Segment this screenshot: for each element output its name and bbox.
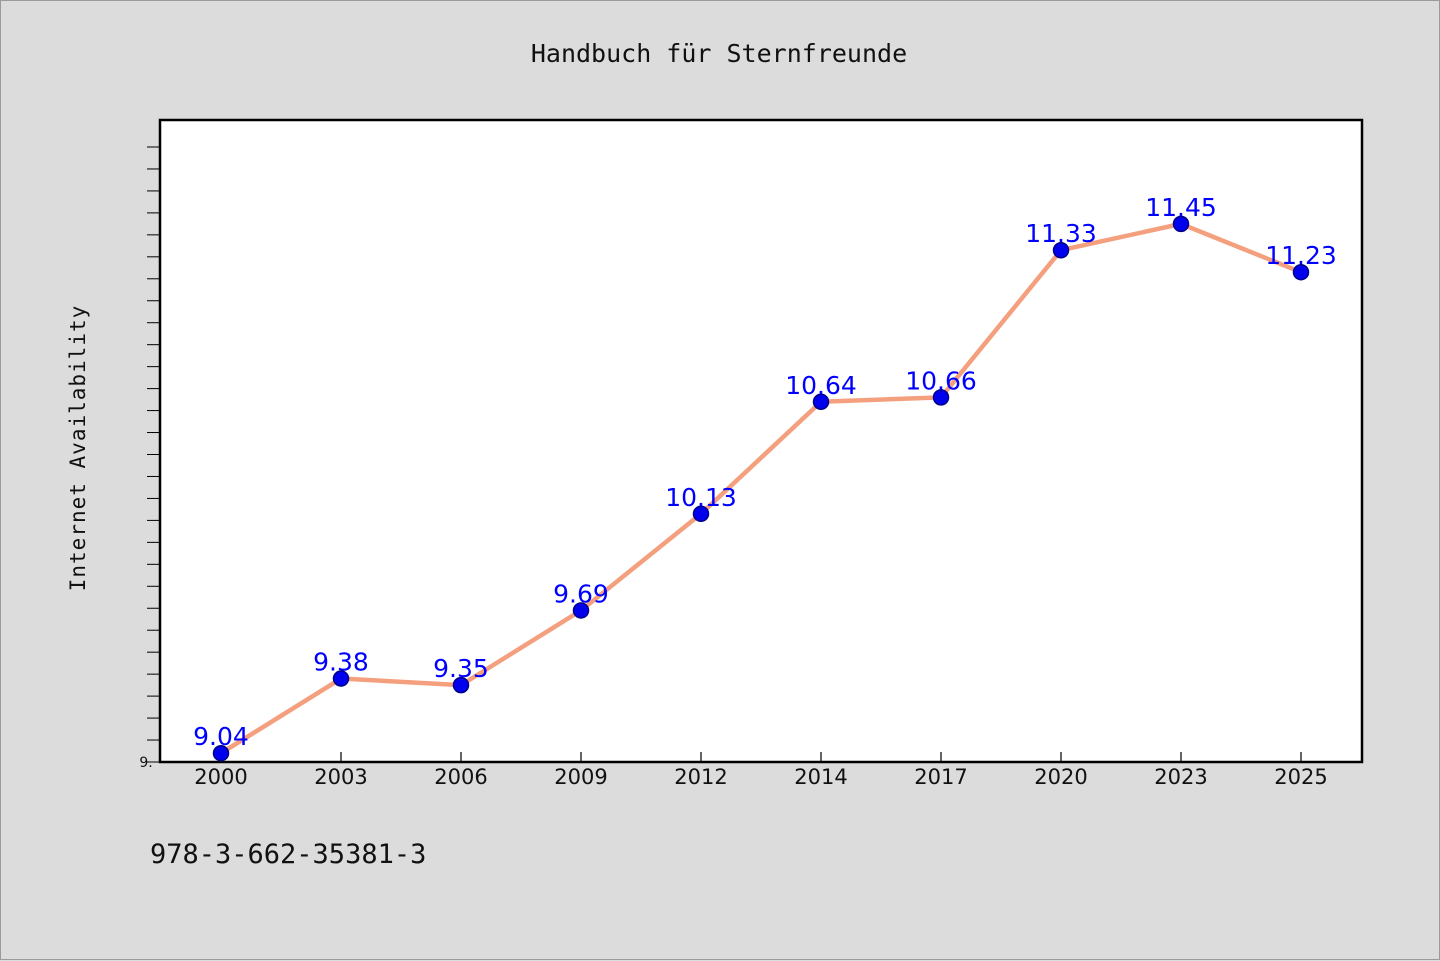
- x-tick-label: 2017: [914, 765, 967, 789]
- x-tick-label: 2025: [1274, 765, 1327, 789]
- data-point: [812, 393, 830, 411]
- data-point: [572, 602, 590, 619]
- isbn-text: 978-3-662-35381-3: [150, 839, 426, 870]
- data-label: 11.23: [1265, 241, 1337, 270]
- data-label: 9.04: [193, 722, 249, 751]
- data-point: [932, 389, 950, 406]
- data-label: 9.69: [553, 579, 609, 608]
- data-point: [1052, 241, 1070, 259]
- y-axis-label: Internet Availability: [66, 305, 90, 592]
- data-label: 10.13: [665, 483, 737, 512]
- x-axis-ticks: 2000 2003 2006 2009 2012 2014 2017 2020 2023 2025: [194, 752, 1328, 789]
- data-point: [212, 744, 230, 762]
- data-label: 11.33: [1025, 219, 1097, 248]
- y-tick-label: 9.: [139, 755, 152, 771]
- series-line: [219, 221, 1302, 756]
- data-label: 9.35: [433, 654, 489, 683]
- chart-title: Handbuch für Sternfreunde: [531, 39, 907, 68]
- data-label-layer: 9.04 9.38 9.35 9.69 10.13 10.64 10.66 11.33 11.4…: [193, 193, 1337, 751]
- data-point: [1172, 215, 1190, 233]
- x-tick-label: 2014: [794, 765, 847, 789]
- y-axis-ticks: 9.: [139, 146, 159, 771]
- series-layer: [212, 215, 1310, 762]
- x-tick-label: 2006: [434, 765, 487, 789]
- data-point: [452, 676, 470, 694]
- data-label: 10.66: [905, 366, 977, 395]
- data-point: [692, 505, 710, 523]
- x-tick-label: 2003: [314, 765, 367, 789]
- x-tick-label: 2012: [674, 765, 727, 789]
- x-tick-label: 2009: [554, 765, 607, 789]
- x-tick-label: 2020: [1034, 765, 1087, 789]
- x-tick-label: 2023: [1154, 765, 1207, 789]
- data-label: 9.38: [313, 648, 369, 677]
- data-point: [1292, 263, 1310, 281]
- data-label: 11.45: [1145, 193, 1217, 222]
- data-point: [332, 670, 350, 687]
- x-tick-label: 2000: [194, 765, 247, 789]
- data-label: 10.64: [785, 371, 857, 400]
